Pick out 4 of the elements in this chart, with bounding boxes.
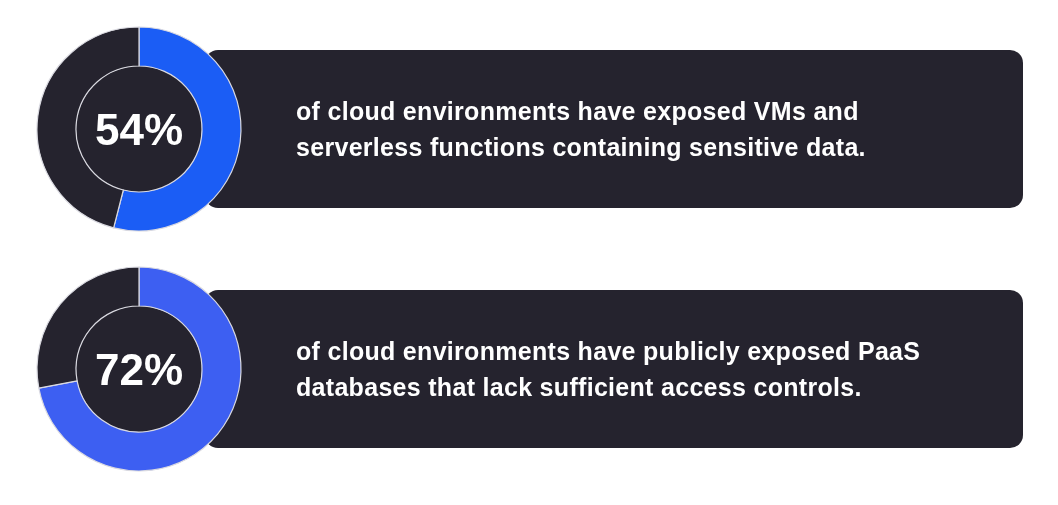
text: of cloud environments have exposed VMs and serverless functions containing sensitive data. [296, 96, 867, 163]
data-label: 72% [94, 344, 184, 394]
text: of cloud environments have publicly exposed PaaS databases that lack sufficient access controls. [296, 336, 922, 403]
data-label: 54% [94, 104, 184, 154]
